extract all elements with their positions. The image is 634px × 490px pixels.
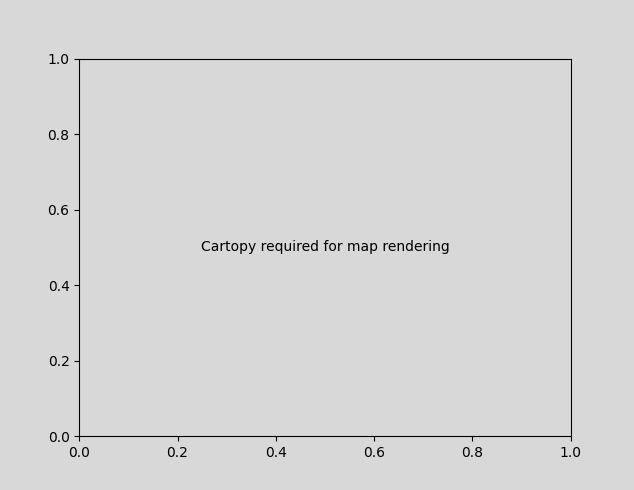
Text: Cartopy required for map rendering: Cartopy required for map rendering bbox=[200, 241, 450, 254]
